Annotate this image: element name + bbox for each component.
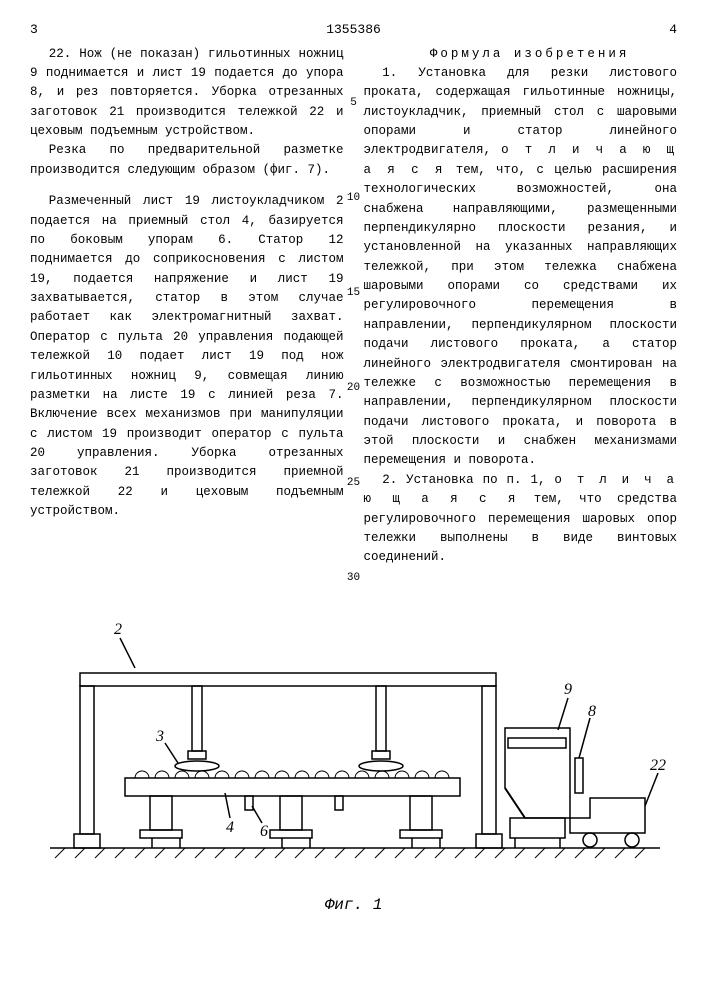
figure-label-3: 3 [155, 728, 164, 745]
paragraph: Резка по предварительной разметке произв… [30, 141, 344, 180]
paragraph: Размеченный лист 19 листоукладчиком 2 по… [30, 192, 344, 521]
line-number: 5 [350, 95, 357, 112]
text: тем, что, с целью расширения технологиче… [364, 163, 678, 468]
claim-1: 1. Установка для резки листового проката… [364, 64, 678, 471]
doc-number: 1355386 [326, 20, 381, 40]
paragraph: 22. Нож (не показан) гильотинных ножниц … [30, 45, 344, 142]
figure-svg: 2 3 4 6 9 8 22 [30, 598, 677, 888]
page-number-left: 3 [30, 20, 38, 40]
left-column: 22. Нож (не показан) гильотинных ножниц … [30, 45, 344, 568]
figure-label-8: 8 [588, 703, 596, 720]
figure-caption: Фиг. 1 [30, 893, 677, 917]
figure-label-2: 2 [114, 621, 122, 638]
figure-1: 2 3 4 6 9 8 22 Фиг. 1 [30, 598, 677, 917]
figure-label-22: 22 [650, 757, 666, 774]
line-number: 15 [347, 285, 360, 302]
figure-label-4: 4 [226, 819, 234, 836]
figure-label-9: 9 [564, 681, 572, 698]
line-number: 30 [347, 570, 360, 587]
line-number: 25 [347, 475, 360, 492]
figure-label-6: 6 [260, 823, 268, 840]
claim-2: 2. Установка по п. 1, о т л и ч а ю щ а … [364, 471, 678, 568]
line-number: 20 [347, 380, 360, 397]
text: 2. Установка по п. 1, [382, 473, 554, 487]
page-number-right: 4 [669, 20, 677, 40]
line-number: 10 [347, 190, 360, 207]
formula-title: Формула изобретения [364, 45, 678, 64]
right-column: Формула изобретения 1. Установка для рез… [364, 45, 678, 568]
